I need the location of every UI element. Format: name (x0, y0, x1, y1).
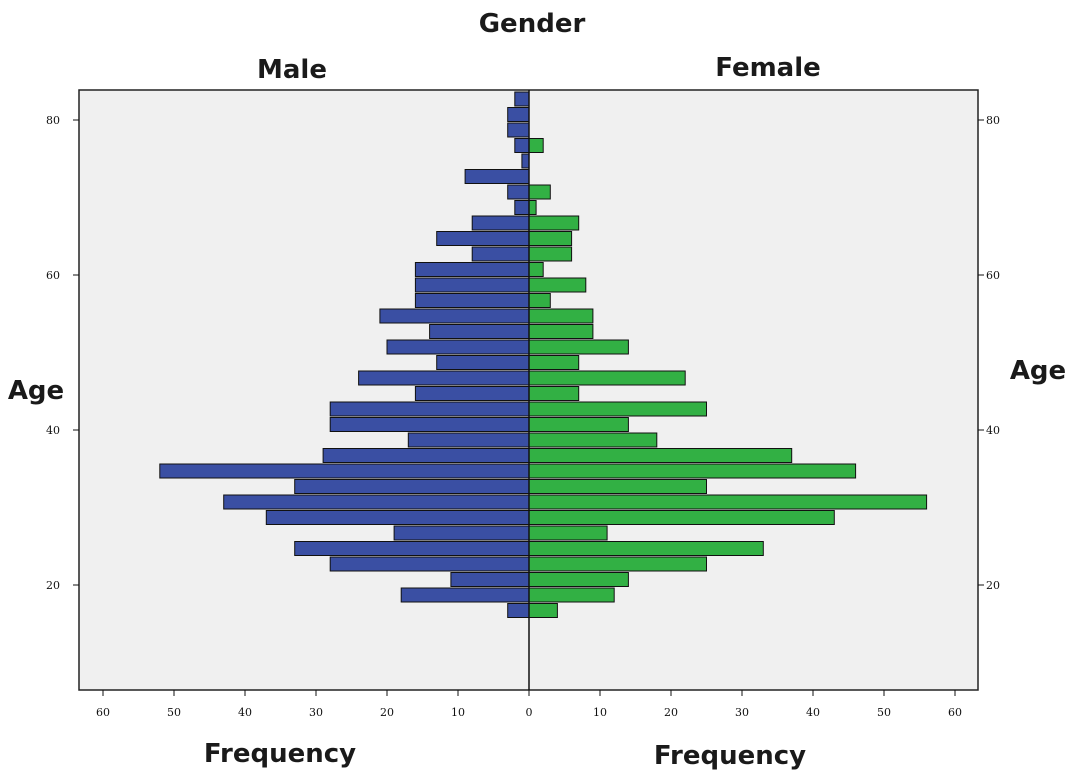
male-bar-age-42 (329, 417, 530, 432)
female-bar-age-62 (528, 262, 544, 277)
male-bar-age-70 (514, 200, 530, 215)
female-bar-age-70 (528, 200, 537, 215)
x-tick-label-5: 10 (451, 706, 465, 719)
y-tick-label-right-40: 40 (986, 424, 1000, 437)
male-bar-age-18 (507, 603, 530, 618)
panel-label-male: Male (257, 55, 327, 85)
female-bar-age-22 (528, 572, 629, 587)
female-bar-age-24 (528, 556, 707, 572)
male-bar-age-56 (379, 308, 530, 324)
x-axis: 60 50 40 30 20 10 0 10 20 30 40 50 60 (96, 690, 962, 719)
female-bar-age-40 (528, 432, 658, 448)
female-bar-age-32 (528, 494, 928, 510)
female-bar-age-44 (528, 401, 707, 417)
male-bar-age-20 (400, 587, 530, 603)
male-bar-age-32 (223, 494, 530, 510)
panel-label-female: Female (715, 53, 821, 83)
female-bar-age-56 (528, 308, 594, 324)
male-bar-age-66 (436, 231, 530, 246)
x-tick-label-6: 0 (526, 706, 533, 719)
female-bar-age-72 (528, 184, 551, 200)
male-bar-age-44 (329, 401, 530, 417)
female-bar-age-54 (528, 324, 594, 339)
y-tick-label-left-60: 60 (46, 269, 60, 282)
female-bar-age-34 (528, 479, 707, 494)
y-tick-label-right-80: 80 (986, 114, 1000, 127)
male-bar-age-78 (514, 138, 530, 153)
x-tick-label-9: 30 (735, 706, 749, 719)
male-bar-age-34 (294, 479, 530, 494)
male-bar-age-68 (471, 215, 530, 231)
y-axis-right: 20 40 60 80 (978, 114, 1000, 592)
female-bar-age-66 (528, 231, 573, 246)
male-bar-age-58 (414, 293, 530, 308)
male-bar-age-24 (329, 556, 530, 572)
y-tick-label-left-80: 80 (46, 114, 60, 127)
female-bar-age-60 (528, 277, 587, 293)
male-bar-age-72 (507, 184, 530, 200)
female-bar-age-38 (528, 448, 793, 463)
male-bar-age-50 (436, 355, 530, 370)
y-axis-label-left: Age (8, 376, 64, 406)
male-bars (159, 91, 530, 618)
y-axis-left: 20 40 60 80 (46, 114, 79, 592)
male-bar-age-64 (471, 246, 530, 262)
female-bar-age-20 (528, 587, 615, 603)
chart-title: Gender (479, 9, 586, 39)
male-bar-age-84 (514, 91, 530, 107)
x-axis-label-right: Frequency (654, 741, 806, 771)
female-bar-age-18 (528, 603, 558, 618)
male-bar-age-28 (393, 525, 530, 541)
male-bar-age-22 (450, 572, 530, 587)
male-bar-age-40 (407, 432, 530, 448)
male-bar-age-48 (358, 370, 530, 386)
male-bar-age-26 (294, 541, 530, 556)
y-axis-label-right: Age (1010, 356, 1066, 386)
male-bar-age-46 (414, 386, 530, 401)
x-tick-label-4: 20 (380, 706, 394, 719)
x-tick-label-2: 40 (238, 706, 252, 719)
male-bar-age-82 (507, 107, 530, 122)
female-bar-age-26 (528, 541, 764, 556)
female-bar-age-68 (528, 215, 580, 231)
male-bar-age-30 (265, 510, 530, 525)
female-bar-age-48 (528, 370, 686, 386)
y-tick-label-left-20: 20 (46, 579, 60, 592)
x-tick-label-11: 50 (877, 706, 891, 719)
male-bar-age-80 (507, 122, 530, 138)
female-bar-age-52 (528, 339, 629, 355)
x-tick-label-7: 10 (593, 706, 607, 719)
male-bar-age-52 (386, 339, 530, 355)
male-bar-age-74 (464, 169, 530, 184)
x-tick-label-1: 50 (167, 706, 181, 719)
x-tick-label-0: 60 (96, 706, 110, 719)
female-bar-age-42 (528, 417, 629, 432)
female-bar-age-78 (528, 138, 544, 153)
female-bar-age-36 (528, 463, 857, 479)
male-bar-age-54 (429, 324, 530, 339)
male-bar-age-36 (159, 463, 530, 479)
female-bar-age-64 (528, 246, 573, 262)
x-axis-label-left: Frequency (204, 739, 356, 769)
y-tick-label-right-20: 20 (986, 579, 1000, 592)
female-bar-age-28 (528, 525, 608, 541)
x-tick-label-3: 30 (309, 706, 323, 719)
female-bar-age-30 (528, 510, 835, 525)
male-bar-age-62 (414, 262, 530, 277)
male-bar-age-38 (322, 448, 530, 463)
y-tick-label-right-60: 60 (986, 269, 1000, 282)
x-tick-label-10: 40 (806, 706, 820, 719)
x-tick-label-8: 20 (664, 706, 678, 719)
male-bar-age-60 (414, 277, 530, 293)
x-tick-label-12: 60 (948, 706, 962, 719)
female-bar-age-46 (528, 386, 580, 401)
male-bar-age-76 (521, 153, 530, 169)
female-bar-age-50 (528, 355, 580, 370)
female-bar-age-58 (528, 293, 551, 308)
y-tick-label-left-40: 40 (46, 424, 60, 437)
female-bars (528, 138, 928, 618)
